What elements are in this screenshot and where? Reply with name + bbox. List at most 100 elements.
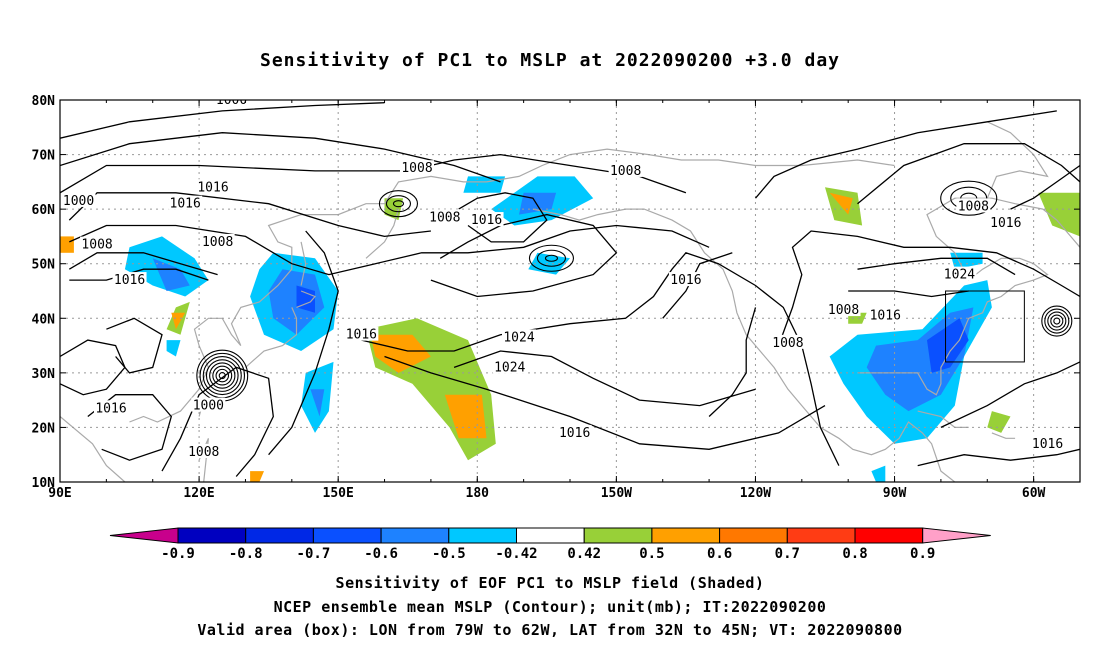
- colorbar-label: 0.42: [567, 546, 601, 562]
- contour-label: 1000: [191, 397, 226, 414]
- svg-text:1008: 1008: [202, 235, 233, 250]
- colorbar: -0.9 -0.8 -0.7 -0.6 -0.5 -0.42 0.42 0.5 0.6 0.7 0.…: [109, 527, 991, 562]
- lat-tick-label: 20N: [32, 421, 56, 436]
- sensitivity-shading: [60, 176, 1080, 482]
- svg-text:1016: 1016: [471, 213, 502, 228]
- axis-ticks: 90E 120E 150E 180 150W 120W 90W 60W 10N 20N 30N 40N…: [32, 94, 1080, 501]
- contour-label: 1016: [168, 195, 203, 212]
- lon-tick-label: 150E: [323, 486, 354, 501]
- contour-label: 1024: [502, 329, 536, 345]
- colorbar-label: -0.9: [161, 546, 195, 562]
- svg-text:1008: 1008: [828, 303, 859, 318]
- contour-label: 1008: [956, 198, 991, 214]
- lon-tick-label: 90E: [48, 486, 71, 501]
- contour-label: 1016: [988, 214, 1023, 231]
- contour-label: 1008: [400, 160, 434, 176]
- svg-text:1016: 1016: [95, 401, 126, 416]
- contour-label: 1016: [668, 272, 703, 288]
- colorbar-segment: [177, 527, 247, 544]
- map-title: Sensitivity of PC1 to MSLP at 2022090200…: [259, 50, 840, 71]
- svg-text:1008: 1008: [188, 445, 219, 460]
- svg-text:1016: 1016: [870, 309, 901, 324]
- contour-label: 1008: [200, 233, 235, 250]
- lon-tick-label: 60W: [1022, 486, 1046, 501]
- contour-label: 1016: [196, 179, 230, 195]
- colorbar-segment: [516, 527, 585, 544]
- svg-text:1008: 1008: [772, 336, 803, 351]
- colorbar-segment: [651, 527, 721, 544]
- svg-text:1016: 1016: [197, 180, 228, 195]
- footer-line-1: Sensitivity of EOF PC1 to MSLP field (Sh…: [335, 574, 765, 592]
- colorbar-segment: [245, 527, 314, 544]
- colorbar-segment: [719, 527, 788, 544]
- lat-tick-label: 50N: [32, 258, 56, 273]
- contour-label: 1008: [826, 302, 861, 318]
- colorbar-label: 0.9: [910, 546, 935, 562]
- svg-text:1024: 1024: [503, 330, 534, 345]
- svg-text:1008: 1008: [958, 199, 989, 214]
- svg-text:1016: 1016: [170, 197, 201, 212]
- lon-tick-label: 180: [466, 486, 490, 501]
- svg-text:1008: 1008: [81, 238, 112, 253]
- colorbar-segment: [854, 527, 924, 544]
- colorbar-label: -0.7: [297, 546, 331, 562]
- svg-text:1008: 1008: [610, 164, 641, 179]
- colorbar-segment: [583, 527, 653, 544]
- contour-label: 1008: [608, 162, 643, 179]
- svg-text:1016: 1016: [114, 273, 145, 288]
- lat-tick-label: 40N: [32, 312, 56, 327]
- contour-label: 1016: [1030, 435, 1065, 452]
- footer-line-3: Valid area (box): LON from 79W to 62W, L…: [197, 621, 903, 639]
- contour-label: 1016: [469, 212, 504, 228]
- colorbar-segment: [312, 527, 382, 544]
- contour-label: 1024: [492, 359, 527, 375]
- svg-text:1008: 1008: [401, 161, 432, 176]
- lon-tick-label: 90W: [883, 486, 907, 501]
- svg-text:1024: 1024: [494, 360, 525, 375]
- lat-tick-label: 70N: [32, 149, 56, 164]
- svg-text:1008: 1008: [429, 210, 460, 225]
- svg-text:1000: 1000: [216, 93, 247, 108]
- contour-label: 1000: [214, 93, 249, 108]
- valid-area-box: [945, 290, 1025, 363]
- lon-tick-label: 120E: [183, 486, 214, 501]
- footer-line-2: NCEP ensemble mean MSLP (Contour); unit(…: [273, 598, 827, 616]
- svg-text:1000: 1000: [193, 399, 224, 414]
- contour-label: 1008: [186, 443, 221, 460]
- contour-label: 1024: [942, 266, 977, 283]
- colorbar-segment: [380, 527, 450, 544]
- colorbar-segment: [786, 527, 856, 544]
- contour-label: 1016: [868, 307, 903, 324]
- lat-tick-label: 10N: [32, 476, 56, 491]
- lat-tick-label: 80N: [32, 94, 56, 109]
- colorbar-label: 0.5: [639, 546, 664, 562]
- colorbar-high-arrow: [922, 527, 991, 544]
- valid-area-rectangle: [945, 290, 1025, 363]
- svg-text:1024: 1024: [944, 268, 975, 283]
- colorbar-label: 0.7: [775, 546, 800, 562]
- contour-label: 1008: [427, 209, 462, 225]
- contour-label: 1008: [80, 236, 115, 253]
- colorbar-label: 0.6: [707, 546, 732, 562]
- lat-tick-label: 30N: [32, 367, 56, 382]
- lat-tick-label: 60N: [32, 203, 56, 218]
- colorbar-label: -0.8: [229, 546, 263, 562]
- contour-label: 1016: [112, 272, 147, 288]
- contour-label: 1016: [94, 400, 128, 416]
- colorbar-label: -0.5: [432, 546, 466, 562]
- colorbar-segment: [448, 527, 517, 544]
- colorbar-label: -0.6: [364, 546, 398, 562]
- contour-label: 1008: [770, 334, 805, 351]
- contour-label: 1016: [557, 424, 592, 441]
- svg-text:1016: 1016: [670, 273, 701, 288]
- svg-text:1016: 1016: [559, 426, 590, 441]
- coastlines: [60, 121, 1080, 482]
- colorbar-label: 0.8: [842, 546, 867, 562]
- colorbar-label: -0.42: [495, 546, 537, 562]
- svg-text:1016: 1016: [1032, 437, 1063, 452]
- svg-text:1016: 1016: [990, 216, 1021, 231]
- contour-label: 1016: [344, 326, 379, 343]
- svg-text:1000: 1000: [63, 194, 94, 209]
